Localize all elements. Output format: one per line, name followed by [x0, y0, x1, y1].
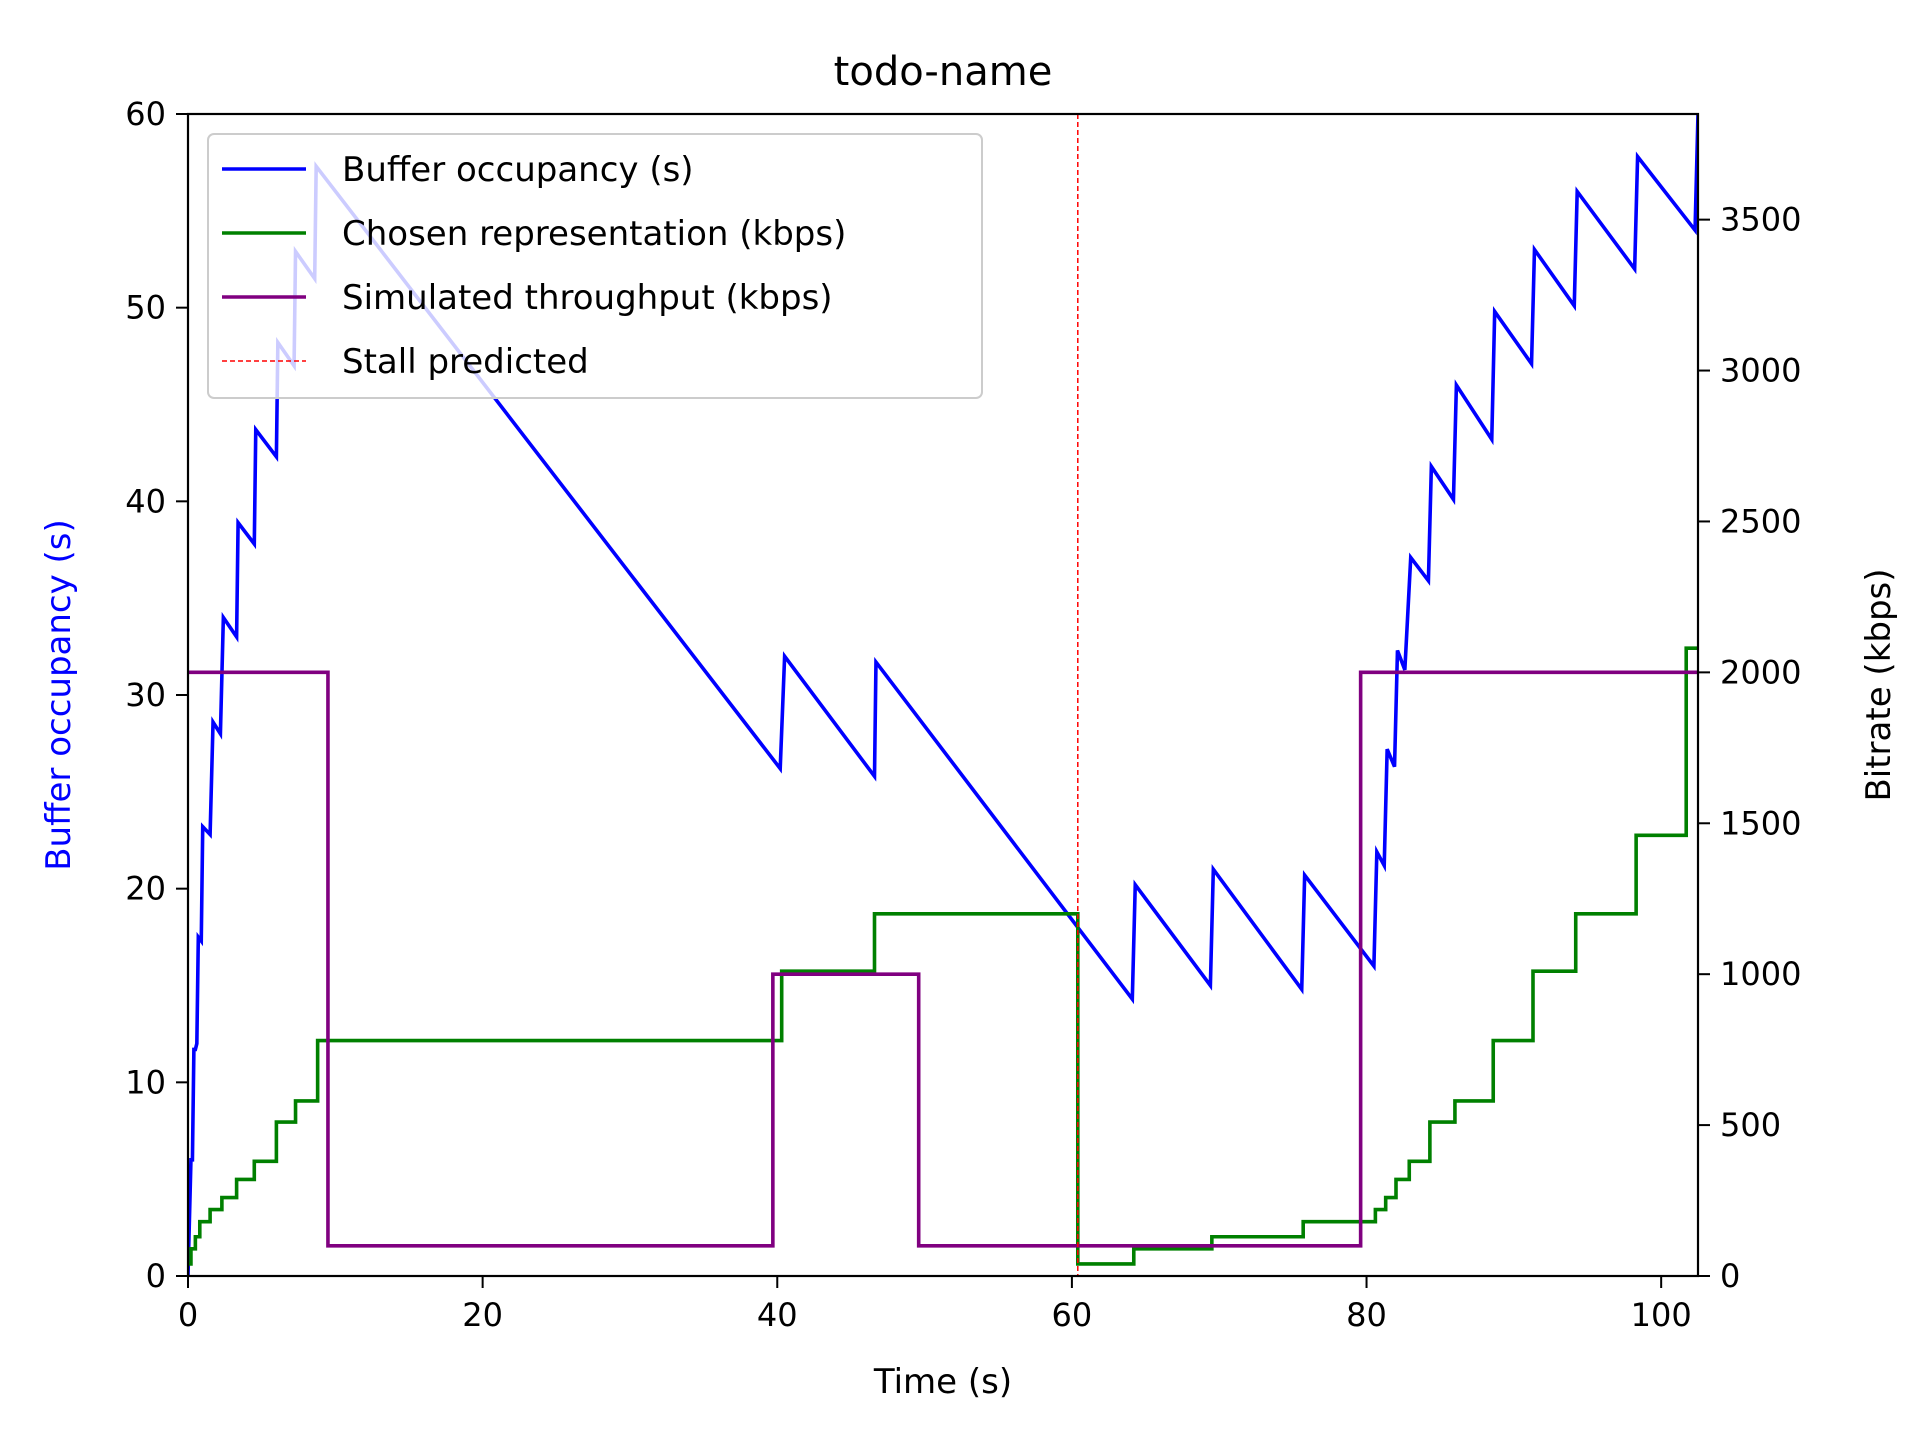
- y-axis-right-title: Bitrate (kbps): [1859, 568, 1899, 801]
- y-right-tick-label: 2500: [1720, 502, 1801, 540]
- legend-label: Stall predicted: [342, 342, 589, 382]
- legend-entry-buffer-occupancy: Buffer occupancy (s): [222, 150, 694, 190]
- y-right-tick-label: 1000: [1720, 955, 1801, 993]
- y-left-tick-label: 10: [125, 1063, 166, 1101]
- y-right-tick-label: 500: [1720, 1106, 1781, 1144]
- legend-box: [207, 133, 983, 399]
- series-simulated-throughput-line: [188, 670, 1698, 1248]
- x-axis-title: Time (s): [873, 1362, 1012, 1402]
- legend-label: Simulated throughput (kbps): [342, 278, 833, 318]
- x-tick-label: 60: [1052, 1296, 1093, 1334]
- y-axis-left-title: Buffer occupancy (s): [39, 519, 79, 871]
- y-left-tick-label: 40: [125, 482, 166, 520]
- chart-title: todo-name: [834, 49, 1053, 95]
- y-left-tick-label: 60: [125, 95, 166, 133]
- y-right-tick-label: 0: [1720, 1257, 1740, 1295]
- y-left-tick-label: 50: [125, 289, 166, 327]
- y-right-tick-label: 3000: [1720, 352, 1801, 390]
- legend-label: Buffer occupancy (s): [342, 150, 694, 190]
- y-left-tick-label: 20: [125, 870, 166, 908]
- y-left-tick-label: 0: [146, 1257, 166, 1295]
- y-left-tick-label: 30: [125, 676, 166, 714]
- x-tick-label: 20: [462, 1296, 503, 1334]
- x-tick-label: 100: [1631, 1296, 1692, 1334]
- legend-entry-stall-predicted: Stall predicted: [222, 342, 589, 382]
- series-layer: [188, 114, 1698, 1276]
- x-tick-label: 80: [1346, 1296, 1387, 1334]
- series-chosen-representation-line: [188, 646, 1698, 1266]
- legend: Buffer occupancy (s) Chosen representatio…: [207, 133, 983, 399]
- x-tick-label: 0: [178, 1296, 198, 1334]
- legend-label: Chosen representation (kbps): [342, 214, 846, 254]
- ticks-layer: 0 20 40 60 80 1000102030405060050010001500200…: [125, 95, 1801, 1334]
- legend-entry-chosen-representation: Chosen representation (kbps): [222, 214, 846, 254]
- legend-entry-simulated-throughput: Simulated throughput (kbps): [222, 278, 833, 318]
- y-right-tick-label: 3500: [1720, 201, 1801, 239]
- y-right-tick-label: 1500: [1720, 804, 1801, 842]
- series-buffer-occupancy-line: [188, 114, 1698, 1276]
- y-right-tick-label: 2000: [1720, 653, 1801, 691]
- x-tick-label: 40: [757, 1296, 798, 1334]
